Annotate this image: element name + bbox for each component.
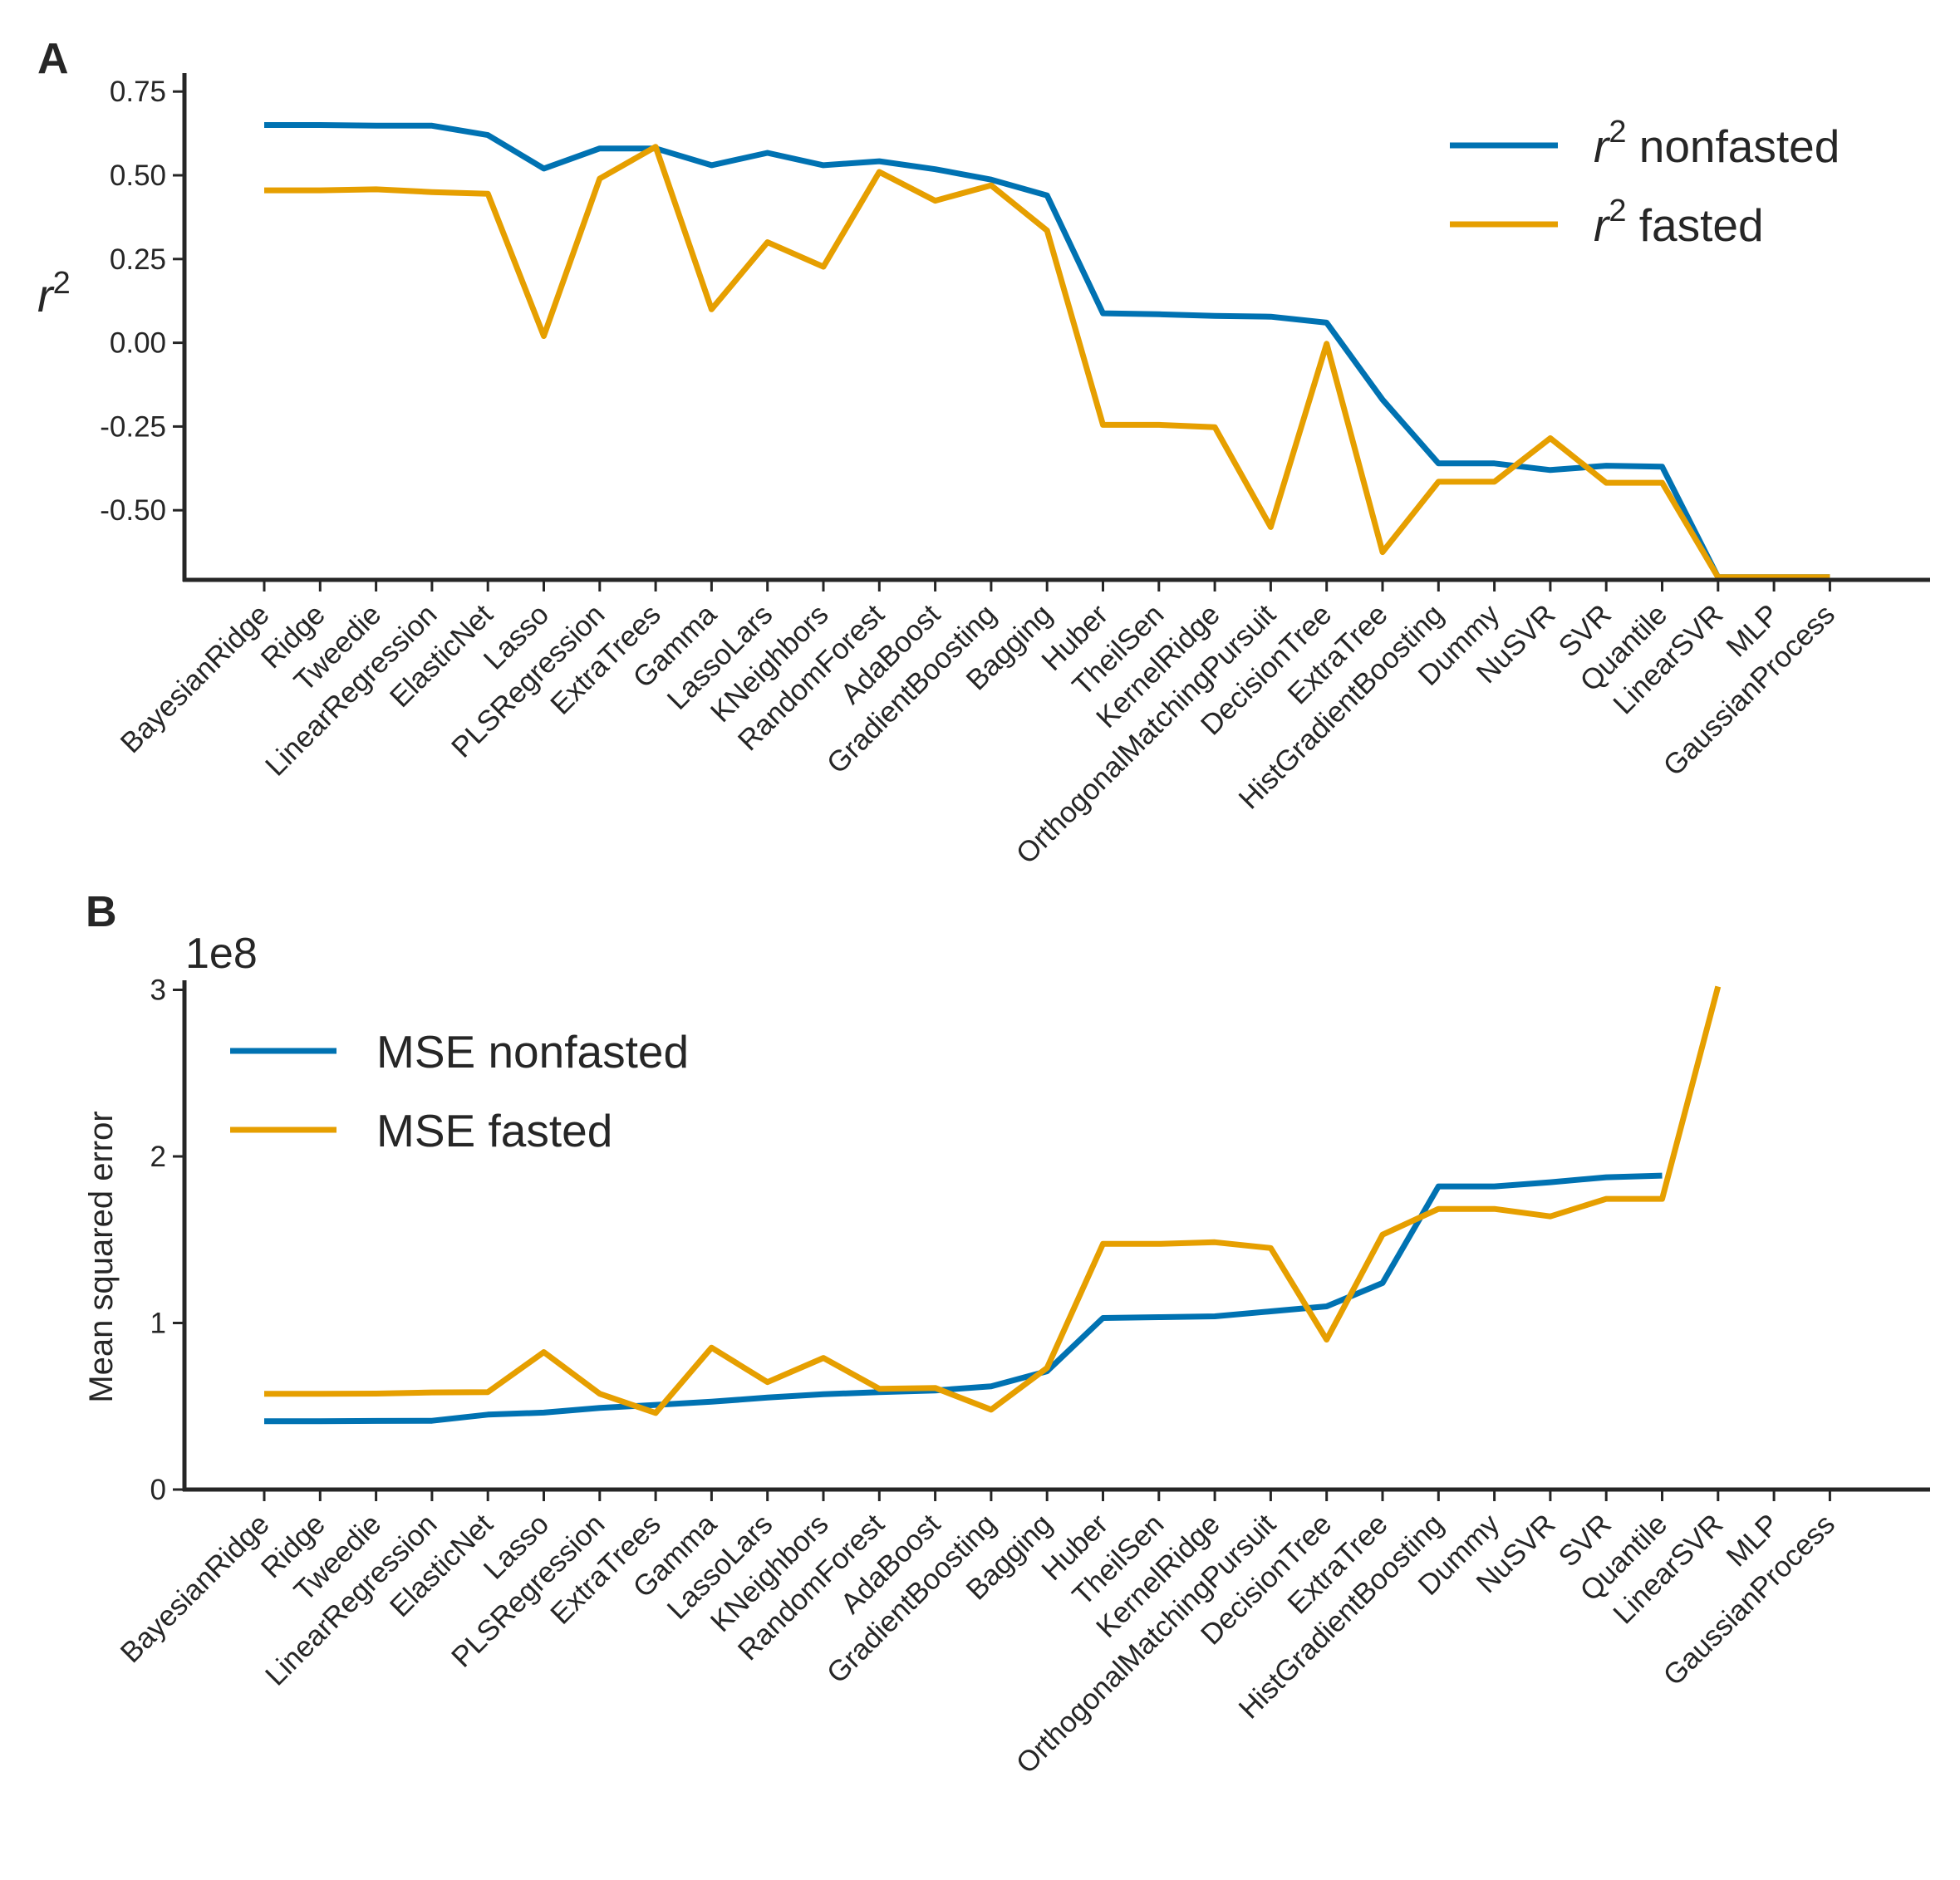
series-line-nonfasted xyxy=(264,1172,1663,1425)
y-tick-label: 1 xyxy=(150,1308,166,1340)
panel-a-letter: A xyxy=(37,35,69,83)
y-tick-label: 3 xyxy=(150,974,166,1007)
x-tick-label: BayesianRidge xyxy=(115,1508,276,1669)
panel-b-y-axis-title: Mean squared error xyxy=(83,1111,120,1402)
y-tick-label: 2 xyxy=(150,1141,166,1173)
legend-label-mse-fasted: MSE fasted xyxy=(376,1105,612,1156)
y-tick-label: 0.50 xyxy=(110,160,166,192)
panel-a-axes xyxy=(182,73,1930,582)
panel-b-lines xyxy=(263,985,1722,1425)
panel-b-axes xyxy=(182,980,1930,1492)
panel-b-legend: MSE nonfasted MSE fasted xyxy=(230,1026,689,1156)
y-tick-label: 0.00 xyxy=(110,327,166,360)
legend-label-r2-fasted: r2 fasted xyxy=(1594,194,1764,251)
panel-b-x-ticks: BayesianRidgeRidgeTweedieLinearRegressio… xyxy=(115,1490,1841,1780)
panel-b-y-ticks: 0 1 2 3 xyxy=(150,974,184,1506)
panel-a-lines xyxy=(263,122,1830,581)
panel-a-y-axis-title-base: r xyxy=(37,269,55,322)
y-tick-label: 0 xyxy=(150,1474,166,1506)
panel-b-letter: B xyxy=(86,888,117,936)
panel-a-x-ticks: BayesianRidgeRidgeTweedieLinearRegressio… xyxy=(115,580,1841,871)
series-line-nonfasted xyxy=(264,122,1830,581)
y-tick-label: 0.25 xyxy=(110,243,166,276)
panel-a-y-ticks: 0.75 0.50 0.25 0.00 -0.25 -0.50 xyxy=(100,76,184,527)
legend-label-r2-nonfasted: r2 nonfasted xyxy=(1594,115,1840,172)
panel-a-legend: r2 nonfasted r2 fasted xyxy=(1450,115,1840,251)
legend-label-mse-nonfasted: MSE nonfasted xyxy=(376,1026,689,1077)
panel-b-offset-label: 1e8 xyxy=(185,930,258,978)
y-tick-label: 0.75 xyxy=(110,76,166,108)
panel-a-y-axis-title-exp: 2 xyxy=(53,266,71,301)
x-tick-label: BayesianRidge xyxy=(115,598,276,759)
y-tick-label: -0.25 xyxy=(100,410,166,443)
panel-b: B 1e8 0 1 2 3 Mean squared error BayesianRi… xyxy=(83,888,1930,1780)
panel-a-y-axis-title: r2 xyxy=(37,266,71,322)
y-tick-label: -0.50 xyxy=(100,494,166,527)
panel-a: A 0.75 0.50 0.25 0.00 -0.25 -0.50 r2 Bayesian… xyxy=(37,35,1930,871)
